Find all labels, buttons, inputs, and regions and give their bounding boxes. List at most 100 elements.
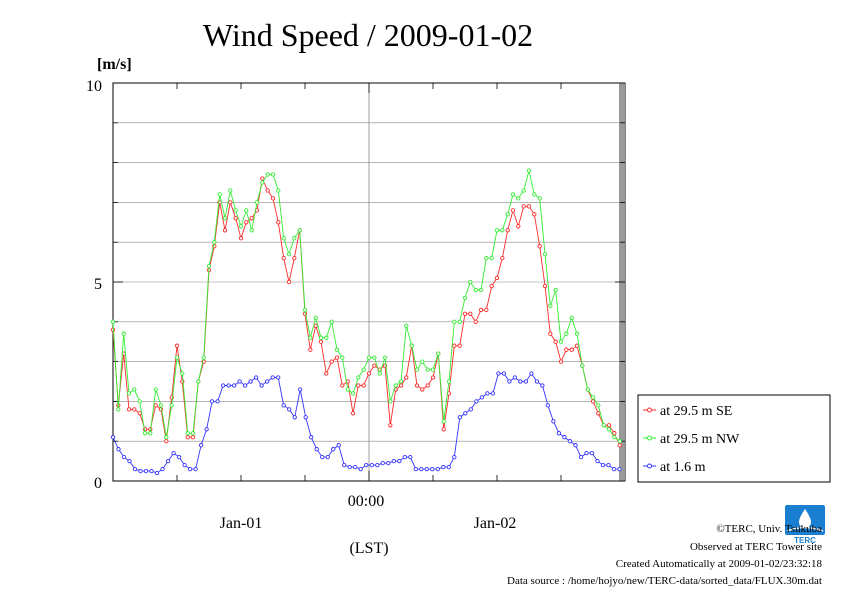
- data-point-0: [308, 347, 313, 352]
- date-label-jan01: Jan-01: [220, 515, 263, 532]
- data-point-1: [612, 435, 617, 440]
- data-point-1: [542, 251, 548, 257]
- data-point-0: [558, 359, 564, 364]
- data-point-0: [238, 236, 244, 241]
- data-point-2: [435, 466, 440, 472]
- data-point-2: [562, 435, 567, 440]
- data-point-2: [176, 454, 182, 460]
- data-point-0: [388, 423, 393, 428]
- data-point-1: [329, 319, 334, 324]
- data-point-1: [548, 303, 553, 309]
- data-point-2: [419, 466, 424, 472]
- data-point-1: [494, 228, 500, 233]
- data-point-2: [309, 435, 314, 440]
- data-point-2: [320, 454, 325, 460]
- data-point-0: [473, 319, 478, 324]
- data-point-2: [452, 454, 457, 460]
- data-point-2: [220, 383, 226, 388]
- data-point-0: [468, 311, 473, 316]
- data-point-1: [601, 423, 606, 428]
- data-point-2: [369, 462, 374, 468]
- data-point-1: [361, 367, 366, 372]
- data-point-2: [242, 383, 248, 388]
- data-point-2: [287, 407, 292, 412]
- data-point-2: [534, 379, 540, 384]
- data-point-1: [388, 399, 393, 404]
- data-point-1: [462, 295, 468, 301]
- axes: [113, 82, 625, 482]
- y-axis-label: [m/s]: [97, 56, 132, 73]
- data-point-2: [259, 383, 264, 388]
- data-point-2: [468, 407, 473, 412]
- data-point-2: [116, 447, 121, 452]
- data-point-2: [138, 468, 143, 474]
- data-point-1: [526, 168, 532, 173]
- data-point-2: [578, 454, 584, 460]
- data-point-0: [590, 399, 596, 404]
- logo-text: TERC: [794, 536, 816, 545]
- data-point-0: [324, 371, 329, 376]
- data-point-1: [334, 347, 340, 352]
- data-point-2: [496, 371, 501, 376]
- chart-title: Wind Speed / 2009-01-02: [203, 17, 533, 53]
- data-point-1: [425, 367, 430, 372]
- data-point-0: [233, 216, 238, 221]
- data-point-0: [596, 411, 601, 416]
- data-point-1: [580, 363, 585, 368]
- data-point-1: [302, 307, 308, 313]
- data-point-1: [265, 172, 270, 177]
- data-point-2: [474, 399, 479, 404]
- data-point-1: [313, 315, 318, 320]
- data-point-1: [377, 371, 382, 376]
- data-point-2: [281, 403, 286, 408]
- data-point-2: [303, 415, 308, 420]
- data-point-0: [564, 347, 569, 352]
- data-point-1: [484, 255, 489, 261]
- data-point-2: [298, 387, 303, 392]
- data-point-1: [606, 427, 612, 432]
- data-point-0: [361, 383, 366, 388]
- data-point-1: [185, 431, 190, 436]
- data-point-2: [265, 379, 270, 384]
- credit-copyright: ©TERC, Univ. Tsukuba: [716, 523, 822, 535]
- data-point-2: [336, 443, 341, 448]
- data-point-2: [248, 379, 253, 384]
- data-point-0: [532, 212, 537, 217]
- data-point-1: [286, 251, 292, 257]
- data-point-2: [545, 403, 551, 408]
- data-point-1: [276, 188, 281, 193]
- data-point-2: [567, 439, 573, 444]
- data-point-2: [457, 415, 462, 420]
- data-point-2: [617, 466, 622, 472]
- data-point-0: [350, 411, 356, 416]
- data-point-2: [364, 462, 369, 468]
- data-point-1: [409, 343, 414, 348]
- data-point-1: [446, 379, 452, 384]
- data-point-1: [164, 435, 169, 440]
- data-point-2: [165, 458, 171, 464]
- data-point-2: [600, 462, 606, 468]
- data-point-0: [510, 208, 516, 213]
- data-point-0: [462, 311, 468, 316]
- data-point-1: [121, 331, 126, 336]
- data-point-1: [158, 403, 164, 408]
- data-point-0: [334, 355, 340, 360]
- data-point-1: [398, 379, 404, 384]
- data-point-0: [494, 275, 500, 281]
- data-point-2: [143, 468, 149, 474]
- data-point-0: [292, 255, 297, 261]
- data-point-2: [413, 466, 418, 472]
- data-point-0: [398, 383, 404, 388]
- data-point-1: [414, 367, 420, 372]
- data-point-1: [148, 431, 153, 436]
- data-point-2: [347, 464, 352, 470]
- data-point-0: [612, 431, 617, 436]
- data-point-2: [402, 454, 407, 460]
- data-point-0: [425, 383, 430, 388]
- data-point-1: [468, 279, 473, 285]
- data-point-0: [574, 343, 580, 348]
- data-point-0: [414, 383, 420, 388]
- data-point-2: [551, 419, 556, 424]
- data-point-2: [149, 468, 154, 474]
- data-point-2: [237, 379, 242, 384]
